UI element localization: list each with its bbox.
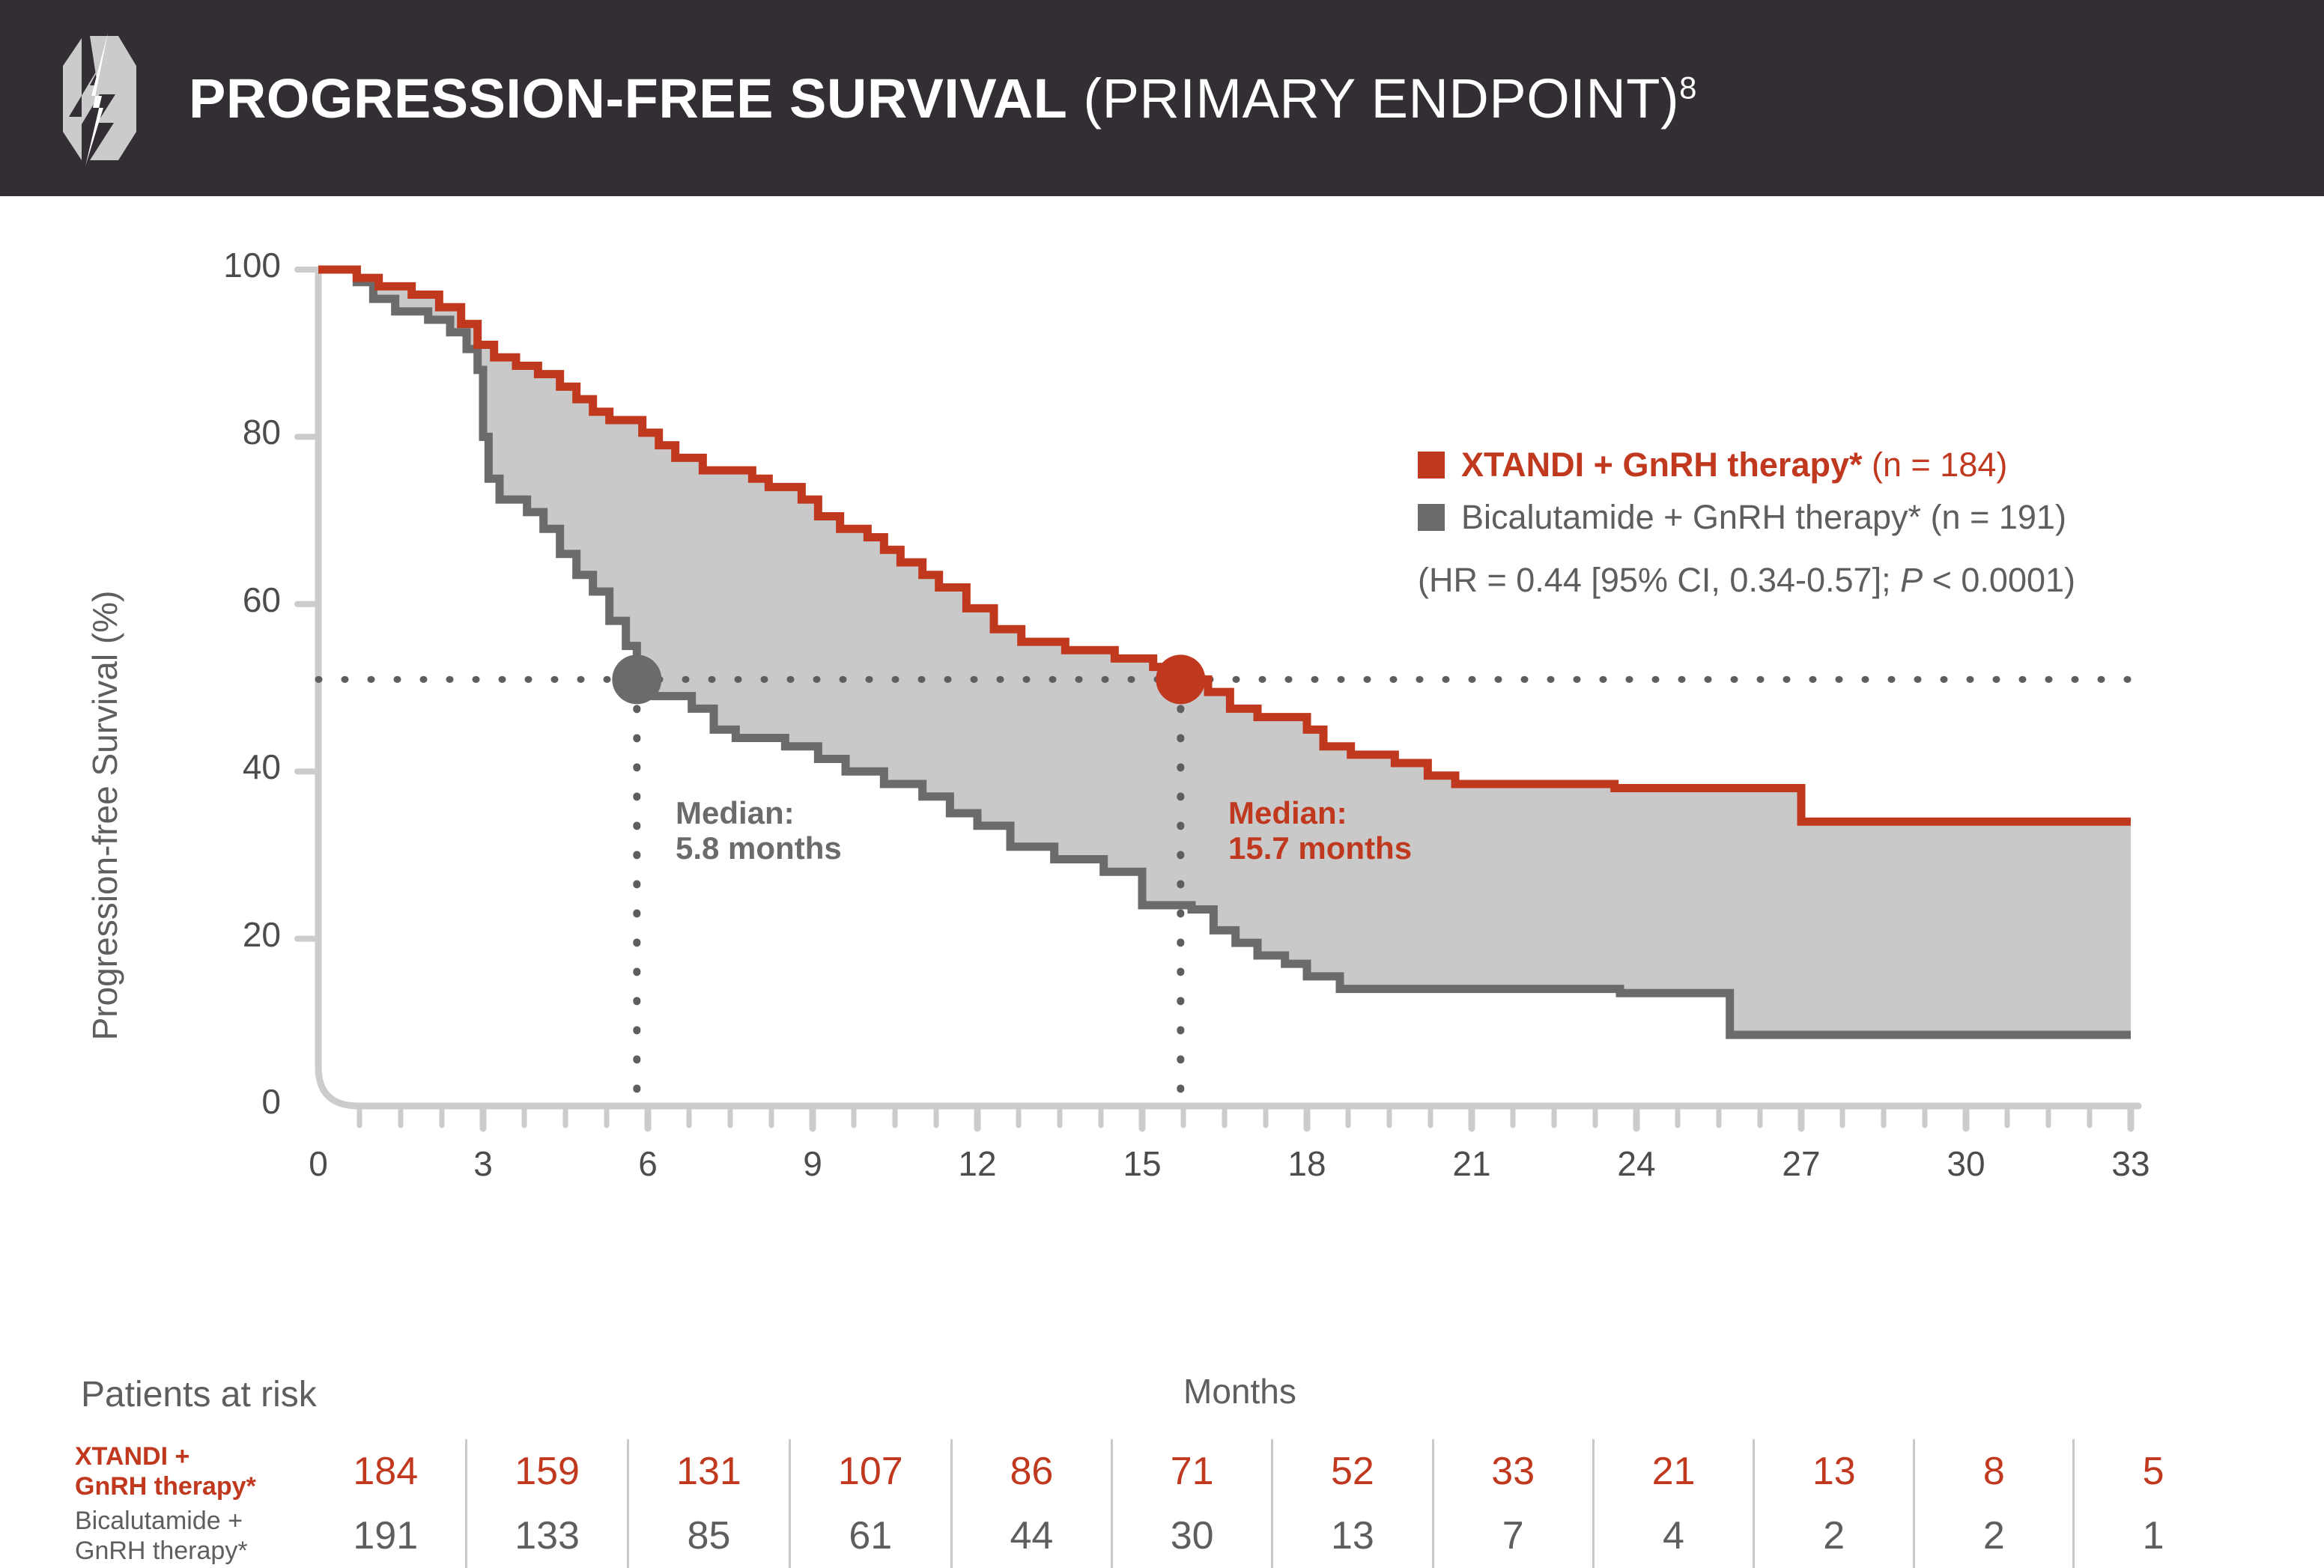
legend-swatch-red-icon bbox=[1418, 452, 1445, 478]
x-tick-label-27: 27 bbox=[1782, 1144, 1821, 1183]
risk-value-cell: 8 bbox=[1913, 1439, 2074, 1504]
x-tick-label-0: 0 bbox=[309, 1144, 328, 1183]
risk-value-cell: 133 bbox=[465, 1504, 628, 1568]
hr-stat-suffix: < 0.0001) bbox=[1923, 561, 2076, 599]
title-light-part: (PRIMARY ENDPOINT) bbox=[1067, 67, 1680, 130]
x-tick-label-15: 15 bbox=[1123, 1144, 1162, 1183]
median-marker-bicalutamide bbox=[612, 654, 662, 705]
x-tick-label-3: 3 bbox=[473, 1144, 493, 1183]
median-red-line2: 15.7 months bbox=[1228, 830, 1413, 866]
risk-value-cell: 1 bbox=[2072, 1504, 2232, 1568]
median-gray-line2: 5.8 months bbox=[676, 830, 842, 866]
risk-value-cell: 131 bbox=[627, 1439, 790, 1504]
risk-value-cell: 5 bbox=[2072, 1439, 2232, 1504]
y-tick-label-40: 40 bbox=[242, 747, 281, 787]
risk-value-cell: 13 bbox=[1271, 1504, 1433, 1568]
legend-item-xtandi: XTANDI + GnRH therapy* (n = 184) bbox=[1418, 446, 2212, 484]
x-axis-ticks bbox=[357, 1102, 2135, 1132]
median-red-line1: Median: bbox=[1228, 795, 1347, 830]
risk-row-label-line2: GnRH therapy* bbox=[75, 1537, 248, 1565]
legend-label-bicalutamide-n: (n = 191) bbox=[1921, 498, 2066, 536]
risk-row-label-line1: Bicalutamide + bbox=[75, 1506, 243, 1535]
x-tick-label-9: 9 bbox=[803, 1144, 822, 1183]
risk-value-cell: 33 bbox=[1431, 1439, 1594, 1504]
x-tick-label-6: 6 bbox=[638, 1144, 658, 1183]
risk-value-cell: 21 bbox=[1592, 1439, 1754, 1504]
risk-value-cell: 52 bbox=[1271, 1439, 1433, 1504]
risk-table-element: XTANDI + GnRH therapy* 184 159 131 107 86 71 52 3… bbox=[75, 1439, 2232, 1568]
x-tick-label-30: 30 bbox=[1947, 1144, 1985, 1183]
x-tick-label-21: 21 bbox=[1452, 1144, 1491, 1183]
hr-stat-prefix: (HR = 0.44 [95% CI, 0.34-0.57]; bbox=[1418, 561, 1901, 599]
risk-value-cell: 61 bbox=[788, 1504, 952, 1568]
hr-stat-p-symbol: P bbox=[1900, 561, 1923, 599]
between-curves-shaded-band bbox=[318, 270, 2131, 1036]
y-tick-label-60: 60 bbox=[242, 580, 281, 619]
x-tick-label-12: 12 bbox=[958, 1144, 997, 1183]
km-plot-svg bbox=[294, 265, 2142, 1132]
risk-value-cell: 184 bbox=[353, 1450, 419, 1493]
chart-container: 0 20 40 60 80 100 0 3 6 9 12 15 18 21 24 27 30 33 Progre… bbox=[0, 196, 2324, 1568]
x-tick-label-33: 33 bbox=[2111, 1144, 2150, 1183]
legend-label-xtandi-bold: XTANDI + GnRH therapy* bbox=[1461, 446, 1863, 484]
x-axis-title: Months bbox=[1183, 1372, 1296, 1411]
median-gray-line1: Median: bbox=[676, 795, 795, 830]
risk-value-cell: 13 bbox=[1753, 1439, 1914, 1504]
legend-item-bicalutamide: Bicalutamide + GnRH therapy* (n = 191) bbox=[1418, 498, 2212, 537]
risk-value-cell: 30 bbox=[1110, 1504, 1272, 1568]
risk-value-cell: 44 bbox=[950, 1504, 1112, 1568]
risk-value-cell: 2 bbox=[1913, 1504, 2074, 1568]
risk-value-cell: 71 bbox=[1110, 1439, 1272, 1504]
y-tick-label-80: 80 bbox=[242, 413, 281, 452]
astellas-bolt-logo bbox=[63, 33, 136, 166]
xtandi-survival-curve bbox=[318, 265, 2131, 826]
risk-value-cell: 85 bbox=[627, 1504, 790, 1568]
y-tick-label-20: 20 bbox=[242, 914, 281, 954]
risk-value-cell: 191 bbox=[353, 1514, 419, 1558]
risk-row-label: Bicalutamide + GnRH therapy* bbox=[75, 1504, 306, 1568]
median-marker-xtandi bbox=[1156, 654, 1206, 705]
chart-legend: XTANDI + GnRH therapy* (n = 184) Bicalut… bbox=[1418, 446, 2212, 600]
plot-axes bbox=[315, 266, 2142, 1110]
y-axis-ticks bbox=[294, 267, 321, 942]
hazard-ratio-statistics: (HR = 0.44 [95% CI, 0.34-0.57]; P < 0.00… bbox=[1418, 561, 2212, 600]
risk-row-label-line2: GnRH therapy* bbox=[75, 1472, 256, 1501]
y-tick-label-100: 100 bbox=[223, 246, 281, 285]
legend-label-xtandi-n: (n = 184) bbox=[1862, 446, 2008, 484]
bicalutamide-survival-curve bbox=[318, 265, 2131, 1039]
table-row: Bicalutamide + GnRH therapy* 191 133 85 61 44 3… bbox=[75, 1504, 2232, 1568]
risk-row-label: XTANDI + GnRH therapy* bbox=[75, 1439, 306, 1504]
header-bar: PROGRESSION-FREE SURVIVAL (PRIMARY ENDPO… bbox=[0, 0, 2324, 196]
risk-value-cell: 86 bbox=[950, 1439, 1112, 1504]
risk-value-cell: 7 bbox=[1431, 1504, 1594, 1568]
x-tick-label-18: 18 bbox=[1287, 1144, 1326, 1183]
title-bold-part: PROGRESSION-FREE SURVIVAL bbox=[189, 67, 1068, 130]
median-annotation-bicalutamide: Median: 5.8 months bbox=[676, 795, 842, 866]
x-tick-label-24: 24 bbox=[1617, 1144, 1656, 1183]
legend-swatch-gray-icon bbox=[1418, 504, 1445, 531]
y-tick-label-0: 0 bbox=[261, 1082, 281, 1121]
patients-at-risk-heading: Patients at risk bbox=[81, 1375, 317, 1414]
risk-value-cell: 107 bbox=[788, 1439, 952, 1504]
table-row: XTANDI + GnRH therapy* 184 159 131 107 86 71 52 3… bbox=[75, 1439, 2232, 1504]
y-axis-title: Progression-free Survival (%) bbox=[85, 590, 124, 1041]
patients-at-risk-table: XTANDI + GnRH therapy* 184 159 131 107 86 71 52 3… bbox=[75, 1439, 2232, 1568]
legend-label-bicalutamide: Bicalutamide + GnRH therapy* bbox=[1461, 498, 1922, 536]
title-footnote-marker: 8 bbox=[1679, 69, 1697, 105]
page-title: PROGRESSION-FREE SURVIVAL (PRIMARY ENDPO… bbox=[189, 67, 1697, 130]
median-annotation-xtandi: Median: 15.7 months bbox=[1228, 795, 1412, 866]
risk-value-cell: 4 bbox=[1592, 1504, 1754, 1568]
risk-value-cell: 159 bbox=[465, 1439, 628, 1504]
risk-value-cell: 2 bbox=[1753, 1504, 1914, 1568]
risk-row-label-line1: XTANDI + bbox=[75, 1441, 190, 1471]
